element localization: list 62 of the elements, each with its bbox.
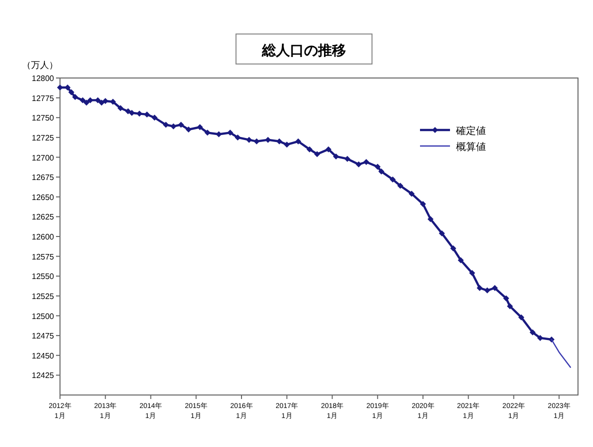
y-tick-label: 12700 — [32, 153, 55, 162]
point — [234, 134, 241, 140]
point — [102, 98, 108, 104]
point — [503, 295, 510, 302]
point — [476, 285, 483, 292]
point — [80, 97, 86, 104]
y-axis-title: （万人） — [22, 60, 58, 70]
point — [518, 314, 524, 320]
point — [295, 138, 302, 144]
point — [450, 245, 456, 252]
point — [420, 201, 426, 208]
y-tick-label: 12425 — [32, 371, 55, 380]
point — [374, 164, 381, 170]
point — [356, 161, 362, 168]
point — [306, 146, 313, 152]
y-tick-label: 12800 — [32, 74, 55, 83]
y-tick-label: 12725 — [32, 133, 55, 142]
point — [72, 94, 78, 100]
point — [378, 168, 384, 175]
point — [390, 176, 396, 182]
y-tick-label: 12650 — [32, 192, 55, 202]
y-tick-label: 12525 — [32, 292, 55, 301]
point — [152, 114, 158, 121]
point — [83, 100, 90, 106]
point — [314, 151, 320, 158]
legend-label: 確定値 — [455, 125, 486, 137]
point — [530, 329, 536, 336]
y-tick-label: 12450 — [32, 351, 55, 360]
point — [537, 334, 544, 341]
point — [284, 142, 290, 148]
point — [363, 159, 370, 166]
point — [506, 303, 513, 310]
y-tick-label: 12750 — [32, 114, 55, 123]
y-tick-label: 12550 — [32, 272, 55, 282]
point — [438, 230, 445, 236]
point — [162, 122, 169, 128]
point — [68, 89, 74, 96]
point — [344, 156, 350, 162]
point — [325, 146, 332, 152]
point — [178, 122, 184, 128]
point — [428, 216, 434, 222]
point — [484, 287, 490, 294]
point — [227, 130, 234, 136]
chart-title: 総人口の推移 — [261, 42, 346, 58]
y-tick-label: 12600 — [32, 232, 55, 242]
point — [492, 285, 498, 292]
point — [204, 130, 210, 136]
y-tick-label: 12475 — [32, 332, 55, 341]
y-tick-label: 12575 — [32, 252, 55, 262]
y-tick-label: 12675 — [32, 173, 55, 182]
y-tick-label: 12500 — [32, 312, 55, 321]
point — [397, 182, 404, 189]
y-tick-label: 12625 — [32, 212, 55, 222]
legend-label: 概算値 — [456, 141, 486, 153]
point — [125, 108, 132, 114]
point — [469, 270, 476, 276]
point — [170, 123, 176, 130]
point — [458, 257, 464, 264]
point — [246, 136, 252, 143]
point — [408, 190, 415, 197]
y-tick-label: 12775 — [32, 94, 55, 103]
point — [117, 105, 124, 112]
